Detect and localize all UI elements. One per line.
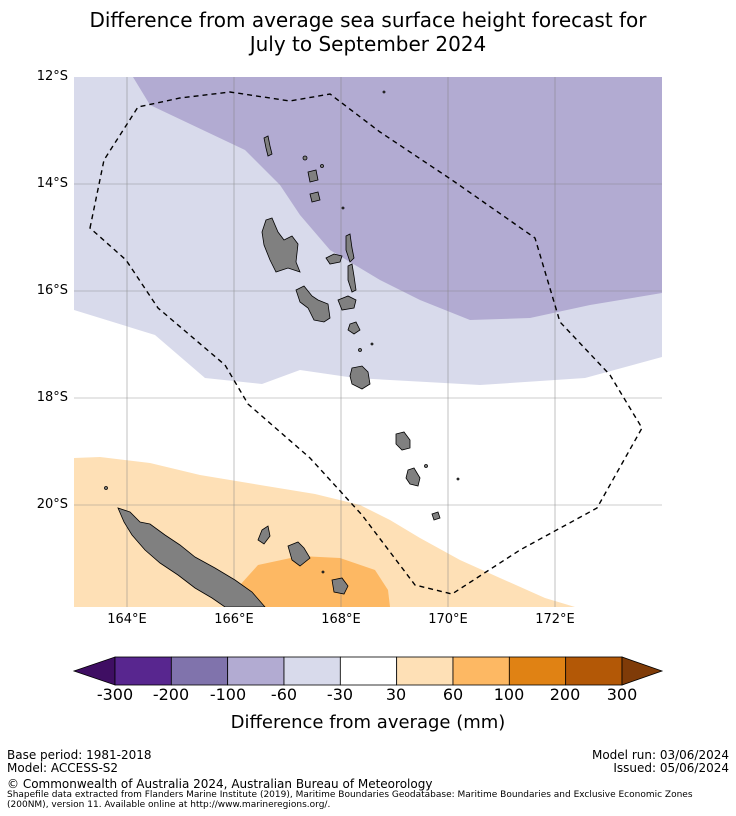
colorbar [72, 656, 664, 686]
small-island-e [104, 486, 108, 490]
small-island-b [320, 164, 324, 168]
small-island-c [358, 348, 362, 352]
source-note-text: Shapefile data extracted from Flanders M… [7, 790, 693, 810]
lat-label-18s: 18°S [36, 390, 68, 405]
malekula-island [295, 285, 331, 323]
efate-island [349, 365, 371, 390]
lon-label-172e: 172°E [535, 612, 575, 627]
colorbar-tick: 300 [606, 685, 638, 704]
colorbar-tick: -30 [326, 685, 354, 704]
new-caledonia-island [117, 507, 266, 607]
espiritu-santo-island [261, 217, 301, 273]
small-island-j [321, 570, 325, 574]
small-island-d [424, 464, 428, 468]
lon-label-168e: 168°E [321, 612, 361, 627]
region-plus-60-band [236, 556, 390, 607]
colorbar-swatch [396, 656, 454, 686]
lat-label-16s: 16°S [36, 283, 68, 298]
colorbar-swatch [565, 656, 623, 686]
ambrym-island [337, 295, 357, 311]
colorbar-swatch [452, 656, 510, 686]
small-island-i [456, 477, 460, 481]
torres-islands [263, 135, 273, 157]
ouvea-island [257, 525, 271, 545]
lon-label-166e: 166°E [214, 612, 254, 627]
land-masses [104, 90, 460, 607]
issued-text: Issued: 05/06/2024 [613, 761, 729, 775]
small-island-g [341, 206, 345, 210]
base-period-text: Base period: 1981-2018 [7, 748, 152, 762]
colorbar-tick: 30 [385, 685, 407, 704]
aneityum-island [431, 511, 441, 521]
map-gridlines [74, 77, 662, 607]
colorbar-tick: -60 [270, 685, 298, 704]
colorbar-label: Difference from average (mm) [230, 712, 506, 733]
gaua-island [309, 191, 321, 203]
colorbar-tick: -100 [209, 685, 247, 704]
mare-island [331, 577, 349, 595]
colorbar-swatch [170, 656, 229, 686]
colorbar-swatch [283, 656, 341, 686]
epi-island [347, 321, 361, 335]
colorbar-extend-high [621, 656, 664, 686]
chart-title: Difference from average sea surface heig… [0, 8, 736, 56]
lon-label-164e: 164°E [107, 612, 147, 627]
lifou-island [287, 541, 311, 567]
pentecost-island [345, 233, 355, 263]
lat-label-14s: 14°S [36, 176, 68, 191]
colorbar-swatch [227, 656, 285, 686]
model-run-text: Model run: 03/06/2024 [591, 748, 729, 762]
colorbar-swatch [114, 656, 172, 686]
colorbar-tick: -300 [96, 685, 134, 704]
lon-label-170e: 170°E [428, 612, 468, 627]
model-text: Model: ACCESS-S2 [7, 761, 119, 775]
colorbar-tick: 100 [493, 685, 525, 704]
colorbar-swatch [339, 656, 398, 686]
colorbar-extend-low [72, 656, 116, 686]
tanna-island [405, 467, 421, 487]
colorbar-tick: 200 [549, 685, 581, 704]
small-island-f [382, 90, 386, 94]
lat-label-12s: 12°S [36, 69, 68, 84]
colorbar-tick: 60 [442, 685, 464, 704]
map-plot-area [74, 77, 662, 607]
colorbar-tick: -200 [152, 685, 190, 704]
colorbar-swatch [508, 656, 567, 686]
title-line-1: Difference from average sea surface heig… [89, 8, 647, 32]
eez-boundary-line [89, 91, 643, 595]
ambae-island [325, 253, 343, 265]
title-line-2: July to September 2024 [249, 32, 487, 56]
small-island-a [302, 155, 308, 161]
copyright-text: © Commonwealth of Australia 2024, Austra… [7, 777, 433, 791]
small-island-h [370, 342, 374, 346]
erromango-island [395, 431, 411, 451]
vanua-lava-island [307, 169, 319, 183]
maewo-island [347, 263, 357, 293]
lat-label-20s: 20°S [36, 497, 68, 512]
